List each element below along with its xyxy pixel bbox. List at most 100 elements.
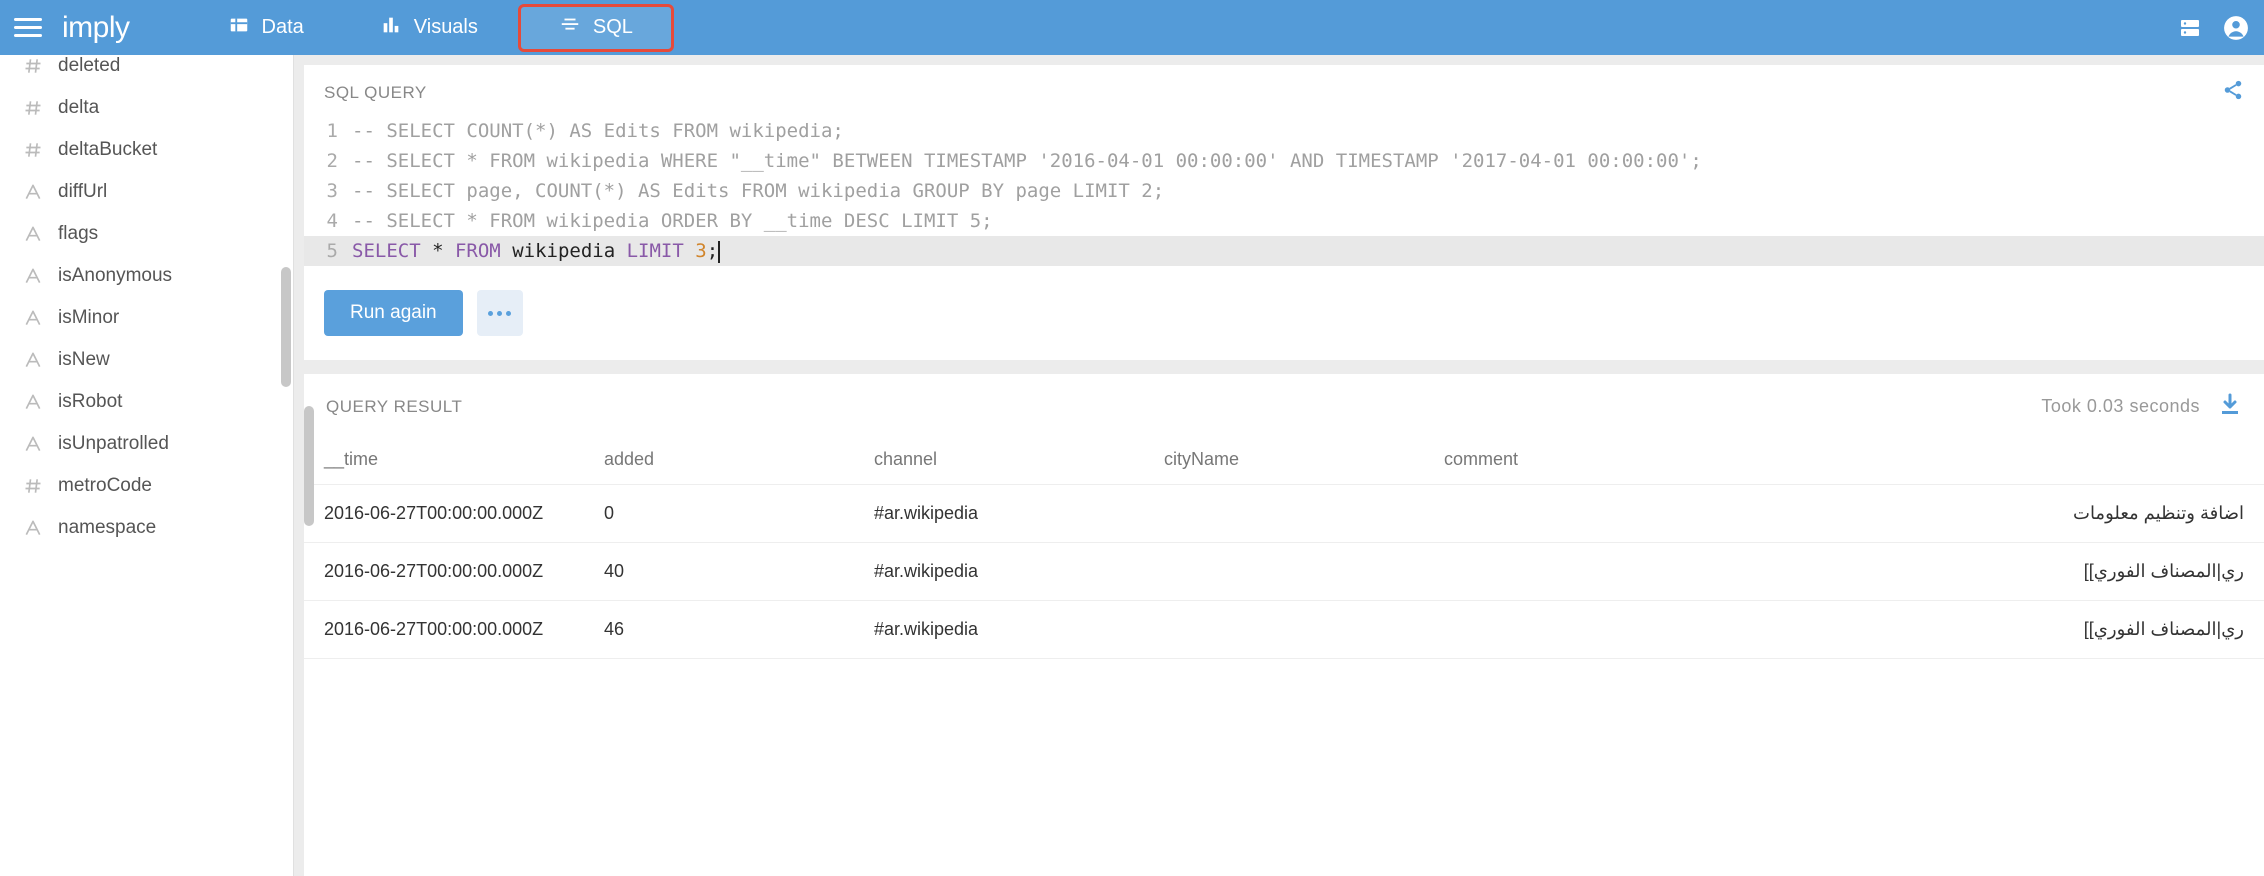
panel-title: SQL QUERY bbox=[324, 83, 427, 103]
sql-editor[interactable]: 1-- SELECT COUNT(*) AS Edits FROM wikipe… bbox=[304, 116, 2264, 266]
sidebar-item[interactable]: diffUrl bbox=[0, 171, 293, 213]
sidebar-item[interactable]: isMinor bbox=[0, 297, 293, 339]
code-content: -- SELECT COUNT(*) AS Edits FROM wikiped… bbox=[352, 116, 2264, 146]
table-cell: 0 bbox=[584, 485, 854, 543]
query-timing: Took 0.03 seconds bbox=[2041, 396, 2200, 417]
table-cell: #ar.wikipedia bbox=[854, 543, 1144, 601]
tab-data[interactable]: Data bbox=[190, 0, 342, 55]
text-icon bbox=[22, 307, 44, 329]
sidebar-item-label: flags bbox=[58, 223, 98, 245]
code-content: -- SELECT * FROM wikipedia WHERE "__time… bbox=[352, 146, 2264, 176]
table-row[interactable]: 2016-06-27T00:00:00.000Z40#ar.wikipedia ر… bbox=[304, 543, 2264, 601]
sidebar-scrollbar[interactable] bbox=[281, 267, 291, 387]
text-icon bbox=[22, 349, 44, 371]
editor-line[interactable]: 4-- SELECT * FROM wikipedia ORDER BY __t… bbox=[304, 206, 2264, 236]
code-content: -- SELECT * FROM wikipedia ORDER BY __ti… bbox=[352, 206, 2264, 236]
text-icon bbox=[22, 181, 44, 203]
sidebar-item-label: isUnpatrolled bbox=[58, 433, 169, 455]
table-cell: 2016-06-27T00:00:00.000Z bbox=[304, 543, 584, 601]
editor-line[interactable]: 5SELECT * FROM wikipedia LIMIT 3; bbox=[304, 236, 2264, 266]
table-row[interactable]: 2016-06-27T00:00:00.000Z0#ar.wikipediaاض… bbox=[304, 485, 2264, 543]
text-icon bbox=[22, 517, 44, 539]
text-icon bbox=[22, 391, 44, 413]
table-cell: 46 bbox=[584, 601, 854, 659]
line-number: 5 bbox=[304, 236, 352, 266]
text-icon bbox=[22, 265, 44, 287]
sidebar-item-label: metroCode bbox=[58, 475, 152, 497]
table-cell: ري|المصناف الفوري]] bbox=[1424, 601, 2264, 659]
table-cell bbox=[1144, 543, 1424, 601]
tab-label: Data bbox=[262, 16, 304, 39]
sidebar-item-label: isMinor bbox=[58, 307, 119, 329]
text-icon bbox=[22, 223, 44, 245]
table-cell bbox=[1144, 601, 1424, 659]
code-content: -- SELECT page, COUNT(*) AS Edits FROM w… bbox=[352, 176, 2264, 206]
panel-title: QUERY RESULT bbox=[326, 397, 462, 417]
tab-sql[interactable]: SQL bbox=[518, 4, 674, 52]
table-icon bbox=[228, 14, 250, 42]
sidebar-item[interactable]: metroCode bbox=[0, 465, 293, 507]
sidebar-item[interactable]: isRobot bbox=[0, 381, 293, 423]
menu-button[interactable] bbox=[14, 14, 42, 42]
column-header[interactable]: channel bbox=[854, 435, 1144, 485]
nav-tabs: Data Visuals SQL bbox=[190, 0, 676, 55]
share-icon[interactable] bbox=[2222, 79, 2244, 106]
line-number: 4 bbox=[304, 206, 352, 236]
lines-icon bbox=[559, 14, 581, 42]
table-cell: ري|المصناف الفوري]] bbox=[1424, 543, 2264, 601]
editor-line[interactable]: 2-- SELECT * FROM wikipedia WHERE "__tim… bbox=[304, 146, 2264, 176]
sidebar-item[interactable]: namespace bbox=[0, 507, 293, 549]
hash-icon bbox=[22, 55, 44, 77]
download-icon[interactable] bbox=[2218, 392, 2242, 421]
tab-visuals[interactable]: Visuals bbox=[342, 0, 516, 55]
query-result-panel: QUERY RESULT Took 0.03 seconds __timeadd… bbox=[304, 374, 2264, 876]
tab-label: Visuals bbox=[414, 16, 478, 39]
editor-line[interactable]: 3-- SELECT page, COUNT(*) AS Edits FROM … bbox=[304, 176, 2264, 206]
editor-line[interactable]: 1-- SELECT COUNT(*) AS Edits FROM wikipe… bbox=[304, 116, 2264, 146]
column-header[interactable]: added bbox=[584, 435, 854, 485]
table-cell: اضافة وتنظيم معلومات bbox=[1424, 485, 2264, 543]
result-table: __timeaddedchannelcityNamecomment 2016-0… bbox=[304, 435, 2264, 659]
more-options-button[interactable] bbox=[477, 290, 523, 336]
sidebar-item[interactable]: isNew bbox=[0, 339, 293, 381]
run-again-button[interactable]: Run again bbox=[324, 290, 463, 336]
table-row[interactable]: 2016-06-27T00:00:00.000Z46#ar.wikipedia ر… bbox=[304, 601, 2264, 659]
column-header[interactable]: cityName bbox=[1144, 435, 1424, 485]
column-sidebar: deleted delta deltaBucket diffUrl flags isAno… bbox=[0, 55, 294, 876]
sidebar-item-label: delta bbox=[58, 97, 99, 119]
sidebar-item-label: diffUrl bbox=[58, 181, 107, 203]
column-header[interactable]: comment bbox=[1424, 435, 2264, 485]
sidebar-item[interactable]: flags bbox=[0, 213, 293, 255]
sidebar-item[interactable]: isAnonymous bbox=[0, 255, 293, 297]
hash-icon bbox=[22, 139, 44, 161]
sidebar-item-label: isAnonymous bbox=[58, 265, 172, 287]
table-cell bbox=[1144, 485, 1424, 543]
bars-icon bbox=[380, 14, 402, 42]
sidebar-item[interactable]: deleted bbox=[0, 55, 293, 87]
line-number: 3 bbox=[304, 176, 352, 206]
logo: imply bbox=[62, 11, 130, 45]
sidebar-item-label: namespace bbox=[58, 517, 156, 539]
text-icon bbox=[22, 433, 44, 455]
hash-icon bbox=[22, 475, 44, 497]
hash-icon bbox=[22, 97, 44, 119]
sidebar-item-label: deltaBucket bbox=[58, 139, 157, 161]
table-cell: #ar.wikipedia bbox=[854, 485, 1144, 543]
account-icon[interactable] bbox=[2222, 14, 2250, 42]
table-cell: #ar.wikipedia bbox=[854, 601, 1144, 659]
sidebar-item-label: deleted bbox=[58, 55, 120, 77]
server-icon[interactable] bbox=[2176, 14, 2204, 42]
main-area: SQL QUERY 1-- SELECT COUNT(*) AS Edits F… bbox=[294, 55, 2264, 876]
table-cell: 2016-06-27T00:00:00.000Z bbox=[304, 601, 584, 659]
top-nav: imply Data Visuals SQL bbox=[0, 0, 2264, 55]
line-number: 2 bbox=[304, 146, 352, 176]
code-content: SELECT * FROM wikipedia LIMIT 3; bbox=[352, 236, 2264, 266]
sidebar-item[interactable]: delta bbox=[0, 87, 293, 129]
column-header[interactable]: __time bbox=[304, 435, 584, 485]
sidebar-item-label: isNew bbox=[58, 349, 110, 371]
line-number: 1 bbox=[304, 116, 352, 146]
sidebar-item[interactable]: deltaBucket bbox=[0, 129, 293, 171]
table-cell: 40 bbox=[584, 543, 854, 601]
sidebar-item[interactable]: isUnpatrolled bbox=[0, 423, 293, 465]
results-scrollbar[interactable] bbox=[304, 406, 314, 526]
